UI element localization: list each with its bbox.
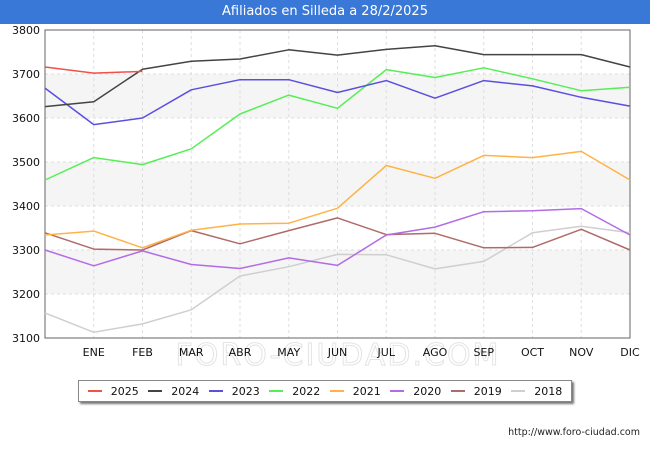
legend-label: 2022	[292, 384, 321, 398]
legend-swatch	[511, 390, 526, 392]
legend: 2025 2024 2023 2022 2021 2020 2019 2018	[78, 380, 572, 402]
legend-swatch	[269, 390, 284, 392]
legend-swatch	[390, 390, 405, 392]
y-tick-label: 3100	[12, 332, 40, 345]
series-line-2024	[44, 45, 631, 108]
series-line-2025	[44, 66, 143, 74]
series-line-2021	[44, 150, 631, 249]
x-tick-label: ENE	[83, 346, 105, 359]
series-line-2018	[44, 225, 631, 334]
watermark: FORO-CIUDAD.COM	[176, 338, 501, 373]
y-tick-label: 3700	[12, 68, 40, 81]
legend-item-2020: 2020	[390, 385, 441, 398]
y-tick-label: 3500	[12, 156, 40, 169]
legend-swatch	[450, 390, 465, 392]
y-tick-label: 3200	[12, 288, 40, 301]
series-lines	[44, 45, 631, 334]
y-tick-label: 3600	[12, 112, 40, 125]
series-line-2020	[44, 207, 631, 270]
legend-label: 2020	[413, 384, 442, 398]
legend-label: 2018	[534, 384, 563, 398]
x-tick-label: MAR	[179, 346, 204, 359]
legend-swatch	[208, 390, 223, 392]
x-tick-label: JUL	[377, 346, 396, 359]
x-tick-label: AGO	[423, 346, 448, 359]
x-tick-label: JUN	[327, 346, 348, 359]
x-tick-label: ABR	[229, 346, 252, 359]
legend-item-2024: 2024	[148, 385, 199, 398]
legend-label: 2019	[473, 384, 502, 398]
y-tick-label: 3300	[12, 244, 40, 257]
x-tick-label: OCT	[521, 346, 544, 359]
series-line-2019	[44, 217, 631, 251]
x-tick-label: SEP	[473, 346, 494, 359]
x-tick-label: DIC	[620, 346, 640, 359]
x-tick-label: NOV	[569, 346, 594, 359]
source-link[interactable]: http://www.foro-ciudad.com	[508, 427, 640, 438]
legend-item-2022: 2022	[269, 385, 320, 398]
legend-swatch	[329, 390, 344, 392]
y-tick-label: 3400	[12, 200, 40, 213]
chart-title: Afiliados en Silleda a 28/2/2025	[0, 0, 650, 24]
legend-item-2019: 2019	[450, 384, 502, 398]
plot-frame	[44, 29, 631, 339]
legend-label: 2025	[110, 384, 139, 398]
legend-item-2021: 2021	[329, 384, 381, 398]
legend-swatch	[148, 390, 163, 392]
legend-label: 2021	[352, 384, 381, 398]
legend-item-2023: 2023	[208, 384, 260, 398]
x-axis-ticks: ENE FEB MAR ABR MAY JUN JUL AGO SEP OCT NOV DIC	[83, 346, 640, 359]
series-line-2023	[44, 78, 631, 126]
legend-label: 2024	[171, 384, 200, 398]
y-axis-ticks: 3100 3200 3300 3400 3500 3600 3700 3800	[12, 24, 40, 345]
legend-swatch	[87, 390, 102, 392]
series-line-2022	[44, 67, 631, 181]
legend-item-2018: 2018	[511, 385, 562, 398]
x-tick-label: FEB	[132, 346, 153, 359]
legend-label: 2023	[231, 384, 260, 398]
legend-item-2025: 2025	[87, 384, 139, 398]
y-tick-label: 3800	[12, 24, 40, 37]
x-tick-label: MAY	[277, 346, 300, 359]
